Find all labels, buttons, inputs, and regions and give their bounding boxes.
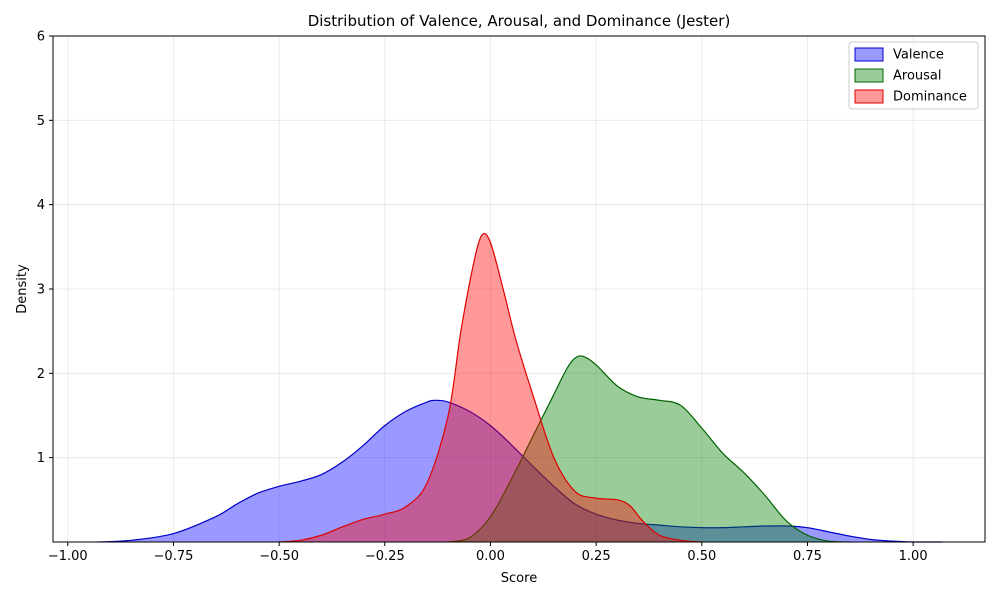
arousal-density-area xyxy=(448,355,850,542)
valence-density-area xyxy=(97,400,943,542)
legend-frame xyxy=(848,41,979,110)
y-axis-label: Density xyxy=(15,264,30,314)
arousal-legend-label: Arousal xyxy=(893,69,942,84)
y-axis-ticks: 1 2 3 4 5 6 xyxy=(37,30,53,466)
dominance-legend-label: Dominance xyxy=(893,90,967,105)
x-tick-label: 0.75 xyxy=(793,549,822,564)
legend: Valence Arousal Dominance xyxy=(848,41,979,110)
valence-legend-swatch xyxy=(854,47,884,62)
x-axis-ticks: −1.00 −0.75 −0.50 −0.25 0.00 0.25 0.50 0.75 1.00 xyxy=(48,542,928,564)
x-tick-label: −0.25 xyxy=(365,549,405,564)
y-tick-label: 6 xyxy=(37,30,45,45)
grid xyxy=(53,35,985,542)
x-tick-label: −1.00 xyxy=(48,549,88,564)
arousal-legend-swatch xyxy=(854,68,884,83)
y-tick-label: 1 xyxy=(37,451,45,466)
y-tick-label: 3 xyxy=(37,283,45,298)
arousal-density-line xyxy=(448,355,850,543)
dominance-density-area xyxy=(279,233,702,542)
y-tick-label: 4 xyxy=(37,198,45,213)
series-areas xyxy=(97,232,943,543)
x-tick-label: 0.25 xyxy=(582,549,611,564)
valence-density-line xyxy=(97,399,943,543)
x-tick-label: 0.50 xyxy=(687,549,716,564)
x-tick-label: 1.00 xyxy=(899,549,928,564)
valence-legend-label: Valence xyxy=(893,48,944,63)
y-tick-label: 5 xyxy=(37,114,45,129)
chart-title: Distribution of Valence, Arousal, and Do… xyxy=(308,12,731,30)
x-tick-label: 0.00 xyxy=(476,549,505,564)
dominance-density-line xyxy=(279,232,702,543)
x-axis-label: Score xyxy=(501,571,537,586)
y-tick-label: 2 xyxy=(37,367,45,382)
x-tick-label: −0.50 xyxy=(259,549,299,564)
x-tick-label: −0.75 xyxy=(154,549,194,564)
dominance-legend-swatch xyxy=(854,89,884,104)
